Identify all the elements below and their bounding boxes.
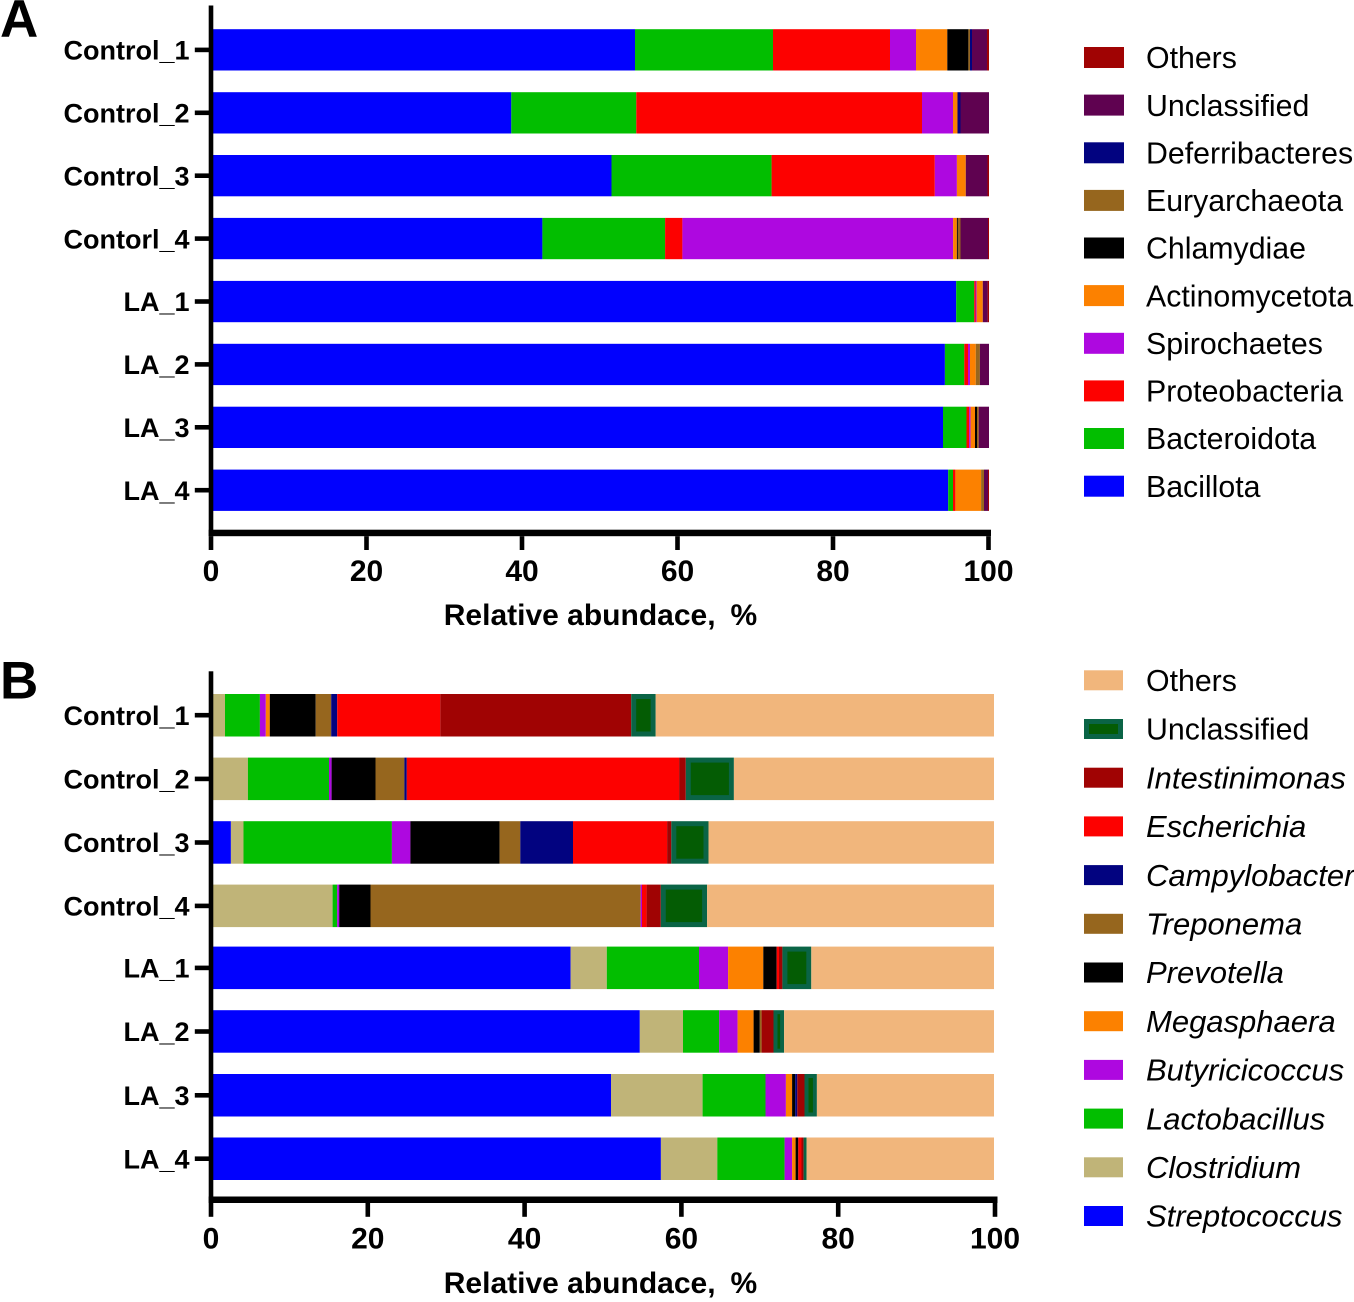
svg-text:Euryarchaeota: Euryarchaeota [1146,185,1343,218]
svg-text:Relative abundace, %: Relative abundace, % [444,599,757,632]
svg-text:Clostridium: Clostridium [1146,1150,1301,1185]
svg-text:80: 80 [822,1223,855,1256]
svg-text:20: 20 [350,555,383,588]
svg-text:Control_2: Control_2 [63,99,189,129]
svg-text:100: 100 [970,1223,1020,1256]
svg-text:Escherichia: Escherichia [1146,809,1306,844]
svg-text:100: 100 [963,555,1013,588]
svg-text:40: 40 [505,555,538,588]
svg-text:20: 20 [351,1223,384,1256]
svg-text:Deferribacteres: Deferribacteres [1146,138,1353,171]
svg-text:Bacillota: Bacillota [1146,471,1261,504]
svg-text:Others: Others [1146,665,1237,698]
svg-text:Proteobacteria: Proteobacteria [1146,376,1343,409]
svg-text:Unclassified: Unclassified [1146,714,1309,747]
svg-text:LA_3: LA_3 [123,1081,189,1111]
svg-text:Megasphaera: Megasphaera [1146,1004,1336,1039]
svg-text:60: 60 [661,555,694,588]
svg-text:Control_4: Control_4 [63,892,189,922]
svg-text:Spirochaetes: Spirochaetes [1146,328,1323,361]
svg-text:Contorl_4: Contorl_4 [63,224,189,254]
svg-text:LA_1: LA_1 [123,954,189,984]
svg-text:B: B [0,652,38,711]
svg-text:0: 0 [203,555,220,588]
svg-text:LA_2: LA_2 [123,350,189,380]
svg-text:LA_3: LA_3 [123,413,189,443]
svg-text:Bacteroidota: Bacteroidota [1146,423,1316,456]
svg-text:Control_1: Control_1 [63,701,189,731]
svg-text:Lactobacillus: Lactobacillus [1146,1101,1325,1136]
svg-text:Control_1: Control_1 [63,36,189,66]
svg-text:Relative abundace, %: Relative abundace, % [444,1267,757,1300]
svg-text:Control_2: Control_2 [63,765,189,795]
svg-text:Prevotella: Prevotella [1146,955,1284,990]
svg-text:60: 60 [665,1223,698,1256]
svg-text:LA_4: LA_4 [123,1144,189,1174]
svg-text:Campylobacter: Campylobacter [1146,858,1354,893]
svg-text:Butyricicoccus: Butyricicoccus [1146,1053,1344,1088]
svg-text:LA_1: LA_1 [123,287,189,317]
svg-text:LA_2: LA_2 [123,1017,189,1047]
svg-text:Unclassified: Unclassified [1146,90,1309,123]
svg-text:Chlamydiae: Chlamydiae [1146,233,1306,266]
svg-text:Control_3: Control_3 [63,828,189,858]
svg-text:Intestinimonas: Intestinimonas [1146,760,1346,795]
svg-text:Treponema: Treponema [1146,907,1302,942]
svg-text:Actinomycetota: Actinomycetota [1146,280,1353,313]
svg-text:80: 80 [816,555,849,588]
svg-text:Streptococcus: Streptococcus [1146,1199,1342,1234]
svg-text:Others: Others [1146,42,1237,75]
svg-text:A: A [0,0,38,49]
svg-text:LA_4: LA_4 [123,476,189,506]
svg-text:0: 0 [203,1223,220,1256]
svg-text:Control_3: Control_3 [63,161,189,191]
svg-text:40: 40 [508,1223,541,1256]
